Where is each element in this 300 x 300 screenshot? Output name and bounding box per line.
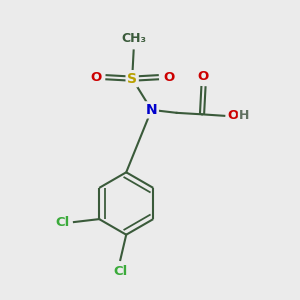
Text: H: H <box>239 109 250 122</box>
Text: N: N <box>146 103 157 117</box>
Text: O: O <box>163 71 174 84</box>
Text: O: O <box>198 70 209 83</box>
Text: S: S <box>127 72 137 86</box>
Text: Cl: Cl <box>113 265 127 278</box>
Text: CH₃: CH₃ <box>121 32 146 45</box>
Text: O: O <box>90 71 101 84</box>
Text: O: O <box>228 109 239 122</box>
Text: Cl: Cl <box>56 216 70 229</box>
